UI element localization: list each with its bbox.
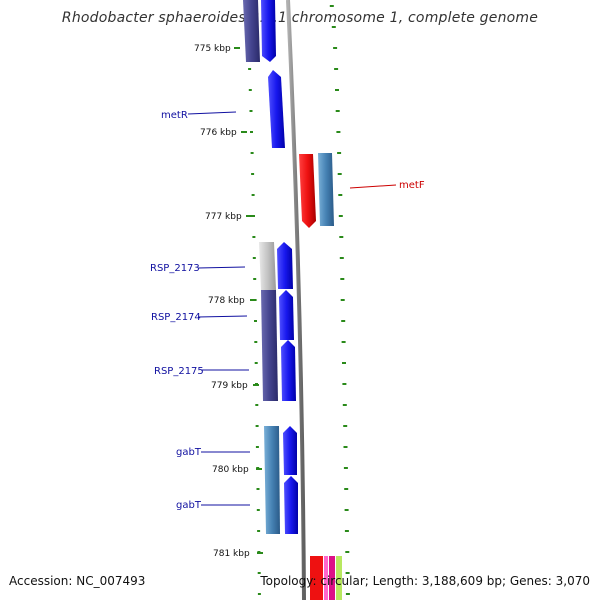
tick-label-780: 780 kbp bbox=[212, 465, 249, 475]
gene-block bbox=[324, 556, 328, 600]
gene-arrow-RSP_2173[interactable] bbox=[277, 242, 293, 289]
tick-label-779: 779 kbp bbox=[211, 381, 248, 391]
label-leader bbox=[197, 266, 246, 269]
tick-label-776: 776 kbp bbox=[200, 128, 237, 138]
tick-label-778: 778 kbp bbox=[208, 296, 245, 306]
gene-block-cog bbox=[264, 426, 280, 534]
tick-label-781: 781 kbp bbox=[213, 549, 250, 559]
label-leader bbox=[197, 315, 248, 318]
label-leader bbox=[187, 111, 237, 115]
topology-text: Topology: circular; Length: 3,188,609 bp… bbox=[260, 574, 590, 588]
gene-label-gabT[interactable]: gabT bbox=[176, 447, 202, 458]
tick-label-775: 775 kbp bbox=[194, 44, 231, 54]
gene-block-cog bbox=[259, 242, 276, 290]
gene-arrow-forward[interactable] bbox=[261, 0, 276, 62]
gene-block bbox=[336, 556, 342, 600]
gene-arrow-RSP_2174[interactable] bbox=[279, 290, 294, 340]
gene-label-metF[interactable]: metF bbox=[399, 180, 425, 191]
accession-text: Accession: NC_007493 bbox=[9, 574, 146, 588]
gene-label-metR[interactable]: metR bbox=[161, 110, 188, 121]
gene-label-gabT-2[interactable]: gabT bbox=[176, 500, 202, 511]
forward-strand-track bbox=[261, 0, 298, 534]
reverse-strand-track bbox=[299, 153, 342, 600]
gene-labels: metR metF RSP_2173 RSP_2174 RSP_2175 gab… bbox=[150, 110, 425, 511]
chromosome-backbone bbox=[286, 0, 306, 600]
gene-label-RSP_2174[interactable]: RSP_2174 bbox=[151, 312, 201, 323]
gene-arrow-gabT[interactable] bbox=[283, 426, 297, 475]
gene-arrow-metF[interactable] bbox=[299, 154, 316, 228]
gene-arrow-RSP_2175[interactable] bbox=[281, 340, 296, 401]
major-tick-marks bbox=[234, 47, 263, 554]
map-title: Rhodobacter sphaeroides 2.4.1 chromosome… bbox=[61, 10, 539, 26]
tick-label-777: 777 kbp bbox=[205, 212, 242, 222]
gene-label-RSP_2175[interactable]: RSP_2175 bbox=[154, 366, 204, 377]
gene-block bbox=[329, 556, 335, 600]
outer-tick-marks bbox=[329, 5, 350, 595]
label-leader bbox=[349, 184, 397, 189]
gene-block-cog bbox=[261, 290, 278, 401]
gene-block-cog bbox=[243, 0, 260, 62]
cog-track bbox=[243, 0, 280, 534]
gene-block-cog bbox=[318, 153, 334, 226]
gene-arrow-metR[interactable] bbox=[268, 70, 285, 148]
gene-block bbox=[310, 556, 323, 600]
gene-label-RSP_2173[interactable]: RSP_2173 bbox=[150, 263, 200, 274]
gene-arrow-gabT[interactable] bbox=[284, 476, 298, 534]
